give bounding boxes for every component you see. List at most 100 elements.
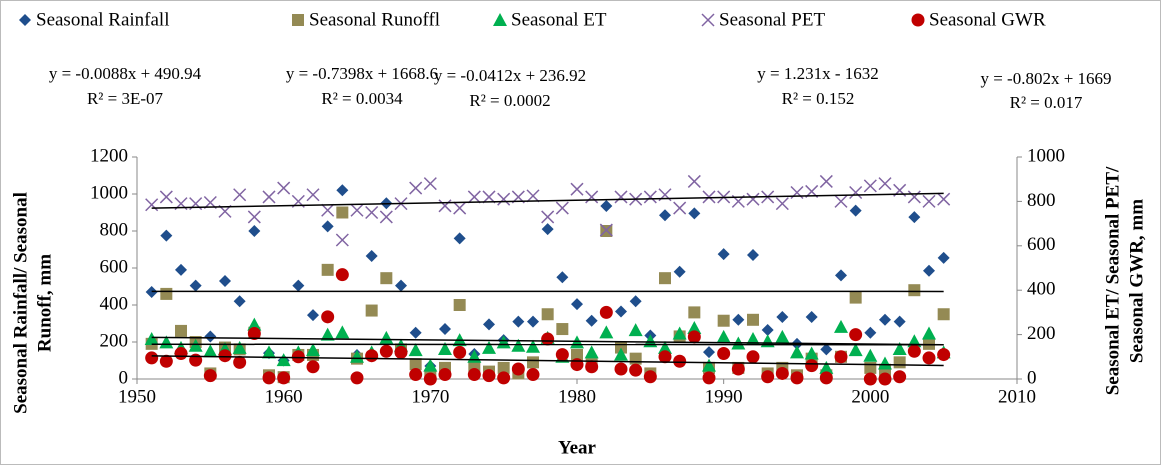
data-point — [306, 360, 320, 374]
y2-tick-label: 600 — [1027, 234, 1056, 255]
data-point — [849, 328, 863, 342]
data-point — [159, 335, 174, 349]
data-point — [453, 232, 466, 245]
trendline-r2: R² = 0.0002 — [469, 91, 550, 110]
data-point — [864, 361, 877, 374]
trendline — [151, 192, 944, 209]
data-point — [247, 317, 262, 331]
trendline — [151, 355, 944, 367]
data-point — [277, 371, 291, 385]
data-point — [395, 279, 407, 292]
y-tick-label: 1200 — [90, 145, 128, 166]
data-point — [717, 346, 731, 360]
data-point — [467, 368, 481, 382]
data-point — [893, 370, 907, 384]
y2-tick-label: 400 — [1027, 279, 1056, 300]
data-point — [893, 315, 906, 328]
data-point — [658, 340, 672, 354]
data-point — [526, 189, 540, 203]
data-point — [849, 185, 863, 200]
data-point — [233, 188, 247, 202]
data-point — [923, 264, 935, 277]
data-point — [732, 313, 745, 326]
legend-label: Seasonal Rainfall — [36, 9, 170, 30]
data-point — [526, 368, 540, 382]
data-point — [159, 190, 173, 204]
trendline-r2: R² = 3E-07 — [87, 89, 164, 108]
y2-tick-label: 1000 — [1027, 145, 1065, 166]
legend-label: Seasonal ET — [511, 9, 607, 30]
data-point — [350, 371, 364, 385]
legend-label: Seasonal GWR — [929, 9, 1046, 30]
data-point — [527, 315, 539, 328]
data-point — [907, 344, 921, 358]
data-point — [145, 351, 159, 365]
x-axis-label: Year — [558, 437, 597, 458]
data-point — [526, 339, 540, 353]
trendline-equation: y = -0.0412x + 236.92 — [434, 66, 586, 85]
data-point — [614, 190, 628, 204]
data-point — [204, 330, 217, 343]
data-point — [438, 368, 452, 382]
data-point — [790, 371, 804, 385]
data-point — [659, 209, 671, 222]
data-point — [306, 343, 320, 357]
data-point — [614, 362, 628, 376]
data-point — [262, 371, 276, 385]
y-tick-label: 800 — [100, 219, 129, 240]
data-point — [570, 182, 584, 196]
data-point — [659, 272, 671, 285]
data-point — [702, 190, 716, 204]
data-point — [893, 356, 906, 369]
trendline — [151, 336, 944, 346]
data-point — [379, 210, 393, 224]
trendline-equation: y = 1.231x - 1632 — [757, 64, 879, 83]
data-point — [174, 346, 188, 360]
data-point — [761, 323, 774, 336]
y-tick-label: 0 — [119, 367, 129, 388]
data-point — [482, 369, 496, 383]
data-point — [276, 353, 291, 367]
data-point — [599, 325, 614, 339]
y-tick-label: 600 — [100, 256, 129, 277]
data-point — [379, 344, 393, 358]
data-point — [321, 203, 335, 217]
data-point — [731, 362, 745, 376]
data-point — [746, 350, 760, 364]
data-point — [189, 279, 202, 292]
data-point — [527, 356, 539, 369]
data-point — [570, 358, 584, 372]
data-point — [673, 201, 687, 215]
x-tick-label: 1950 — [118, 386, 156, 407]
data-point — [848, 343, 863, 357]
data-point — [555, 348, 569, 362]
legend-marker — [911, 13, 925, 27]
data-point — [819, 360, 834, 374]
data-point — [541, 210, 555, 224]
data-point — [571, 298, 583, 311]
data-point — [160, 287, 173, 300]
data-point — [937, 251, 950, 264]
data-point — [863, 372, 877, 386]
trendline-r2: R² = 0.152 — [782, 89, 855, 108]
data-point — [937, 308, 950, 321]
data-point — [922, 326, 936, 340]
data-point — [188, 338, 203, 352]
data-point — [438, 199, 452, 213]
data-point — [835, 269, 847, 282]
data-point — [335, 268, 349, 282]
data-point — [922, 351, 936, 365]
data-point — [409, 181, 423, 195]
data-point — [673, 354, 687, 368]
data-point — [863, 179, 877, 193]
data-point — [380, 272, 393, 285]
data-point — [643, 370, 657, 384]
data-point — [907, 190, 921, 204]
data-point — [879, 313, 891, 326]
data-point — [335, 233, 349, 247]
data-point — [218, 349, 232, 363]
data-point — [541, 223, 554, 236]
data-point — [643, 190, 657, 204]
data-point — [805, 311, 818, 324]
